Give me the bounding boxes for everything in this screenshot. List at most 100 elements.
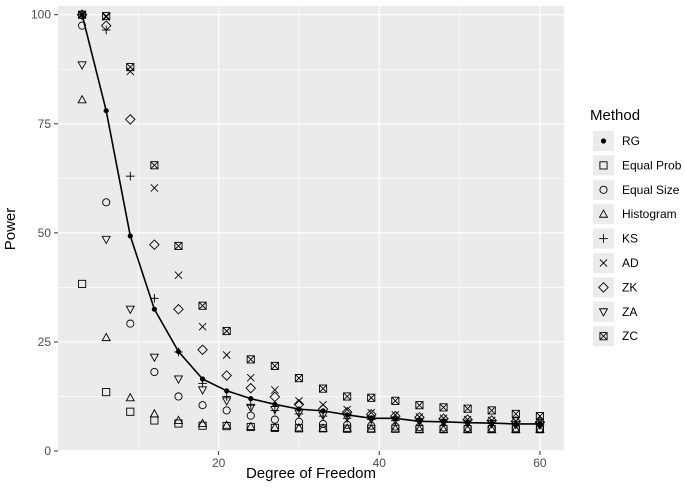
legend-label: ZA xyxy=(622,305,637,319)
legend-label: ZK xyxy=(622,280,637,294)
data-point-zk xyxy=(534,416,546,428)
data-point-zc xyxy=(318,384,328,393)
data-point-zk xyxy=(149,239,160,250)
data-point-histogram xyxy=(246,421,256,431)
data-point-zc xyxy=(391,396,400,405)
legend-key-ks-icon xyxy=(599,234,608,243)
data-point-histogram xyxy=(270,422,280,431)
data-point-rg xyxy=(248,396,254,402)
legend-key xyxy=(593,301,614,322)
data-point-histogram xyxy=(462,424,473,433)
data-point-zc xyxy=(367,393,376,402)
data-point-histogram xyxy=(101,332,111,342)
x-tick-label: 40 xyxy=(373,456,387,470)
data-point-za xyxy=(125,305,136,315)
data-point-zc xyxy=(487,406,496,415)
legend-key-zk-icon xyxy=(598,282,609,293)
data-point-equal-prob xyxy=(294,424,304,433)
data-point-equal-prob xyxy=(222,422,231,431)
data-point-histogram xyxy=(342,423,352,432)
data-point-histogram xyxy=(149,408,160,418)
data-point-histogram xyxy=(197,418,208,428)
legend-item-za: ZA xyxy=(593,301,637,322)
data-point-za xyxy=(366,415,376,425)
data-point-equal-prob xyxy=(246,422,255,432)
data-point-zc xyxy=(246,355,255,364)
data-point-zk xyxy=(390,410,401,422)
data-point-zk xyxy=(341,406,353,418)
data-point-equal-size xyxy=(102,198,111,207)
data-point-ks xyxy=(174,347,183,357)
data-point-zc xyxy=(294,374,304,383)
data-point-equal-size xyxy=(174,392,183,401)
legend-key xyxy=(593,277,614,298)
data-point-rg xyxy=(103,108,109,114)
y-tick-label: 25 xyxy=(38,335,52,349)
data-point-zc xyxy=(415,401,424,410)
legend-label: Equal Prob xyxy=(622,158,682,172)
data-point-zk xyxy=(221,370,232,381)
data-point-ad xyxy=(246,373,255,382)
data-point-histogram xyxy=(438,424,449,433)
major-gridlines xyxy=(58,6,564,452)
data-point-ks xyxy=(125,171,135,181)
legend-label: Equal Size xyxy=(622,183,680,197)
data-point-equal-size xyxy=(198,401,207,410)
x-tick-label: 20 xyxy=(212,456,226,470)
data-point-zk xyxy=(124,114,136,125)
data-point-ks xyxy=(150,293,159,303)
legend-item-equal-prob: Equal Prob xyxy=(593,155,682,176)
data-point-histogram xyxy=(294,422,304,432)
data-point-zk xyxy=(269,391,281,403)
data-point-zc xyxy=(343,392,352,401)
legend-label: Histogram xyxy=(622,207,677,221)
data-point-zc xyxy=(150,161,159,170)
data-point-histogram xyxy=(414,424,425,433)
x-axis-title: Degree of Freedom xyxy=(246,465,376,482)
data-point-za xyxy=(462,419,473,429)
legend-key-equal-prob-icon xyxy=(599,161,608,170)
data-point-rg xyxy=(151,306,157,312)
data-point-za xyxy=(535,421,545,430)
data-point-equal-prob xyxy=(78,279,87,288)
legend-item-zk: ZK xyxy=(593,277,637,298)
data-point-equal-prob xyxy=(270,423,279,432)
legend-key-equal-size-icon xyxy=(599,185,608,194)
data-point-zc xyxy=(102,11,111,21)
legend-key-histogram-icon xyxy=(598,209,609,218)
data-point-zc xyxy=(535,412,544,421)
series-line-rg xyxy=(81,14,540,425)
data-point-rg xyxy=(272,401,278,407)
data-point-equal-size xyxy=(126,319,135,328)
data-point-rg xyxy=(127,233,133,239)
data-point-za xyxy=(390,416,401,426)
data-point-zk xyxy=(510,416,522,427)
data-point-zk xyxy=(173,303,184,315)
data-point-equal-size xyxy=(150,367,159,377)
data-point-zk xyxy=(245,382,257,394)
x-axis-ticks: 20 40 60 xyxy=(212,451,547,470)
data-point-histogram xyxy=(318,423,328,432)
data-point-rg xyxy=(224,388,230,394)
data-point-ks xyxy=(246,400,256,410)
legend-item-ks: KS xyxy=(593,228,638,249)
data-point-zk xyxy=(197,344,208,356)
data-point-ad xyxy=(174,271,183,280)
data-point-zk xyxy=(462,414,473,425)
y-tick-label: 75 xyxy=(38,117,52,131)
legend-key-ad-icon xyxy=(599,259,608,267)
legend-key-za-icon xyxy=(598,308,609,317)
legend-key xyxy=(593,155,614,176)
series-zc xyxy=(78,10,544,421)
y-tick-label: 100 xyxy=(31,8,51,22)
data-point-equal-size xyxy=(78,21,87,30)
legend-key-rg-icon xyxy=(600,138,607,144)
data-point-histogram xyxy=(221,420,232,429)
data-point-ad xyxy=(150,184,159,192)
data-point-zk xyxy=(76,9,88,21)
data-point-zc xyxy=(511,409,520,418)
legend-label: KS xyxy=(622,232,638,246)
data-point-equal-prob xyxy=(343,424,352,433)
data-point-zk xyxy=(317,403,329,415)
legend-key-zc-icon xyxy=(599,332,608,341)
